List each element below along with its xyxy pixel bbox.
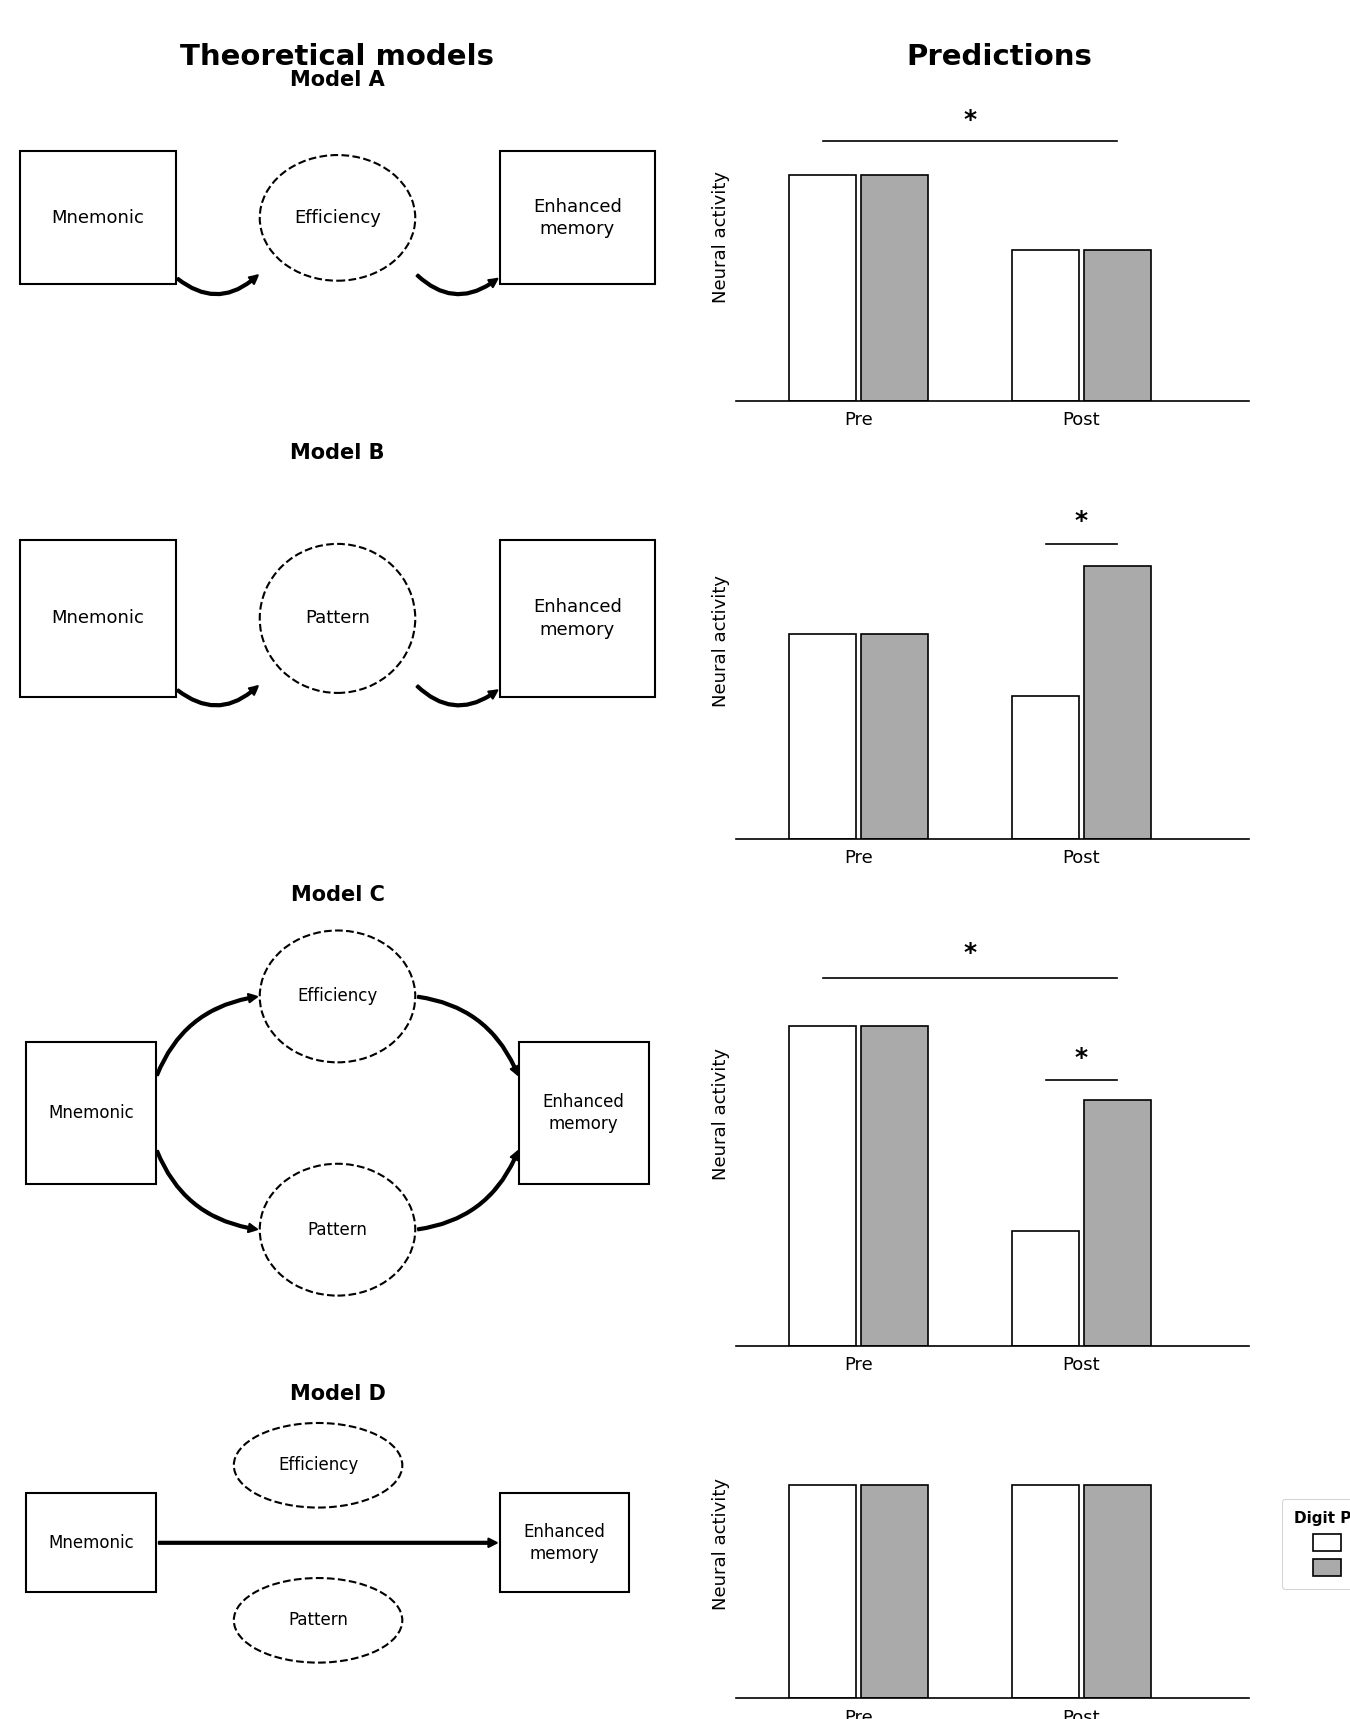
Text: Model B: Model B — [290, 444, 385, 462]
FancyArrowPatch shape — [157, 994, 256, 1076]
FancyArrowPatch shape — [417, 686, 497, 707]
Bar — [1012, 1231, 1079, 1346]
Bar — [861, 175, 927, 401]
Text: Pattern: Pattern — [305, 610, 370, 627]
Bar — [861, 634, 927, 839]
Bar — [790, 175, 856, 401]
FancyBboxPatch shape — [500, 151, 655, 284]
Bar — [861, 1026, 927, 1346]
Ellipse shape — [234, 1423, 402, 1508]
Text: *: * — [1075, 1047, 1088, 1071]
Ellipse shape — [259, 155, 416, 280]
Text: Efficiency: Efficiency — [297, 987, 378, 1006]
Text: Efficiency: Efficiency — [294, 210, 381, 227]
Ellipse shape — [259, 930, 416, 1062]
Ellipse shape — [259, 1164, 416, 1296]
Text: Enhanced
memory: Enhanced memory — [543, 1093, 625, 1133]
FancyArrowPatch shape — [159, 1539, 497, 1547]
Text: Enhanced
memory: Enhanced memory — [533, 198, 622, 237]
Text: Pattern: Pattern — [288, 1611, 348, 1630]
Bar — [1084, 566, 1150, 839]
Text: Mnemonic: Mnemonic — [51, 610, 144, 627]
Bar — [1084, 1485, 1150, 1698]
FancyBboxPatch shape — [518, 1042, 648, 1184]
FancyBboxPatch shape — [500, 1494, 629, 1592]
Bar — [1012, 251, 1079, 401]
FancyArrowPatch shape — [417, 275, 497, 296]
Text: Model C: Model C — [290, 885, 385, 904]
Y-axis label: Neural activity: Neural activity — [713, 172, 730, 303]
Legend: Odd, Even: Odd, Even — [1282, 1499, 1350, 1588]
Bar — [790, 1485, 856, 1698]
Text: *: * — [1075, 509, 1088, 533]
FancyArrowPatch shape — [418, 995, 518, 1074]
Bar — [790, 634, 856, 839]
Text: Mnemonic: Mnemonic — [49, 1533, 134, 1552]
Ellipse shape — [234, 1578, 402, 1662]
Text: Model A: Model A — [290, 70, 385, 89]
Bar — [861, 1485, 927, 1698]
Text: Model D: Model D — [289, 1384, 386, 1404]
FancyArrowPatch shape — [418, 1152, 518, 1231]
FancyArrowPatch shape — [177, 686, 258, 707]
Text: Mnemonic: Mnemonic — [51, 210, 144, 227]
Text: Pattern: Pattern — [308, 1220, 367, 1239]
Y-axis label: Neural activity: Neural activity — [713, 576, 730, 707]
Bar — [1084, 251, 1150, 401]
Y-axis label: Neural activity: Neural activity — [713, 1049, 730, 1179]
FancyArrowPatch shape — [157, 1150, 256, 1233]
Text: Efficiency: Efficiency — [278, 1456, 358, 1475]
FancyBboxPatch shape — [20, 540, 176, 698]
Ellipse shape — [259, 543, 416, 693]
Bar — [790, 1026, 856, 1346]
FancyBboxPatch shape — [27, 1042, 157, 1184]
Text: *: * — [964, 108, 976, 132]
FancyBboxPatch shape — [20, 151, 176, 284]
Text: Enhanced
memory: Enhanced memory — [533, 598, 622, 638]
FancyBboxPatch shape — [27, 1494, 157, 1592]
Bar — [1084, 1100, 1150, 1346]
Y-axis label: Neural activity: Neural activity — [713, 1478, 730, 1609]
FancyArrowPatch shape — [177, 275, 258, 296]
FancyBboxPatch shape — [500, 540, 655, 698]
Bar — [1012, 696, 1079, 839]
Text: *: * — [964, 940, 976, 964]
Text: Mnemonic: Mnemonic — [49, 1104, 134, 1123]
Text: Theoretical models: Theoretical models — [181, 43, 494, 70]
Text: Enhanced
memory: Enhanced memory — [524, 1523, 605, 1563]
Bar — [1012, 1485, 1079, 1698]
Text: Predictions: Predictions — [906, 43, 1092, 70]
